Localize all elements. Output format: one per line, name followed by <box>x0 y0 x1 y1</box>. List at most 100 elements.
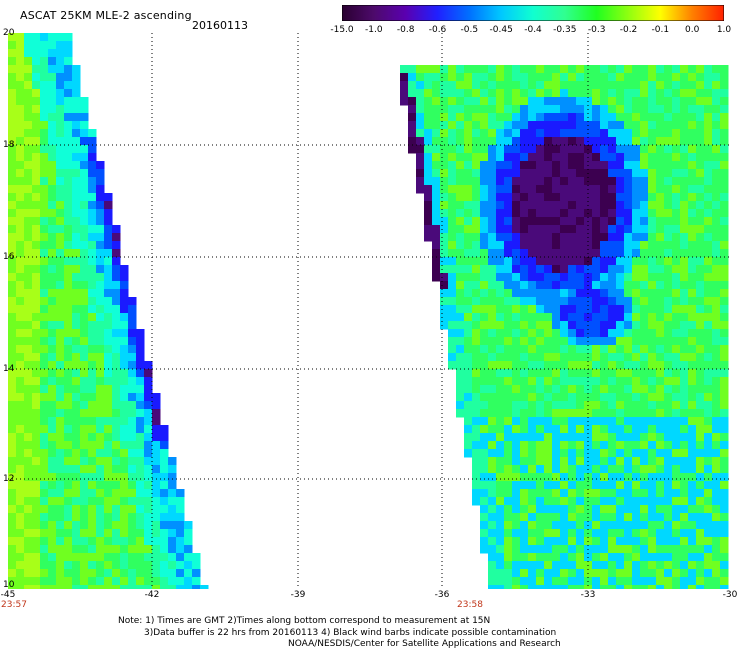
data-cell <box>8 345 17 354</box>
data-cell <box>456 377 465 386</box>
data-cell <box>576 441 585 450</box>
data-cell <box>64 521 73 530</box>
data-cell <box>24 313 33 322</box>
data-cell <box>720 505 729 514</box>
data-cell <box>480 449 489 458</box>
data-cell <box>592 337 601 346</box>
data-cell <box>440 97 449 106</box>
data-cell <box>600 121 609 130</box>
data-cell <box>712 185 721 194</box>
data-cell <box>512 489 521 498</box>
data-cell <box>24 257 33 266</box>
data-cell <box>720 513 729 522</box>
data-cell <box>48 305 57 314</box>
data-cell <box>472 441 481 450</box>
data-cell <box>664 377 673 386</box>
data-cell <box>624 569 633 578</box>
data-cell <box>80 193 89 202</box>
data-cell <box>720 489 729 498</box>
data-cell <box>520 537 529 546</box>
data-cell <box>120 513 129 522</box>
data-cell <box>664 345 673 354</box>
data-cell <box>88 361 97 370</box>
data-cell <box>528 225 537 234</box>
data-cell <box>576 105 585 114</box>
data-cell <box>488 257 497 266</box>
data-cell <box>664 273 673 282</box>
data-cell <box>560 153 569 162</box>
data-cell <box>616 297 625 306</box>
data-cell <box>8 457 17 466</box>
data-cell <box>576 321 585 330</box>
data-cell <box>512 417 521 426</box>
data-cell <box>32 185 41 194</box>
data-cell <box>504 345 513 354</box>
data-cell <box>16 297 25 306</box>
data-cell <box>560 105 569 114</box>
data-cell <box>664 361 673 370</box>
data-cell <box>504 225 513 234</box>
data-cell <box>40 193 49 202</box>
data-cell <box>616 425 625 434</box>
data-cell <box>88 545 97 554</box>
data-cell <box>608 137 617 146</box>
data-cell <box>64 217 73 226</box>
data-cell <box>120 353 129 362</box>
data-cell <box>424 137 433 146</box>
data-cell <box>160 433 169 442</box>
data-cell <box>672 329 681 338</box>
data-cell <box>528 457 537 466</box>
data-cell <box>560 281 569 290</box>
data-cell <box>672 249 681 258</box>
data-cell <box>488 265 497 274</box>
data-cell <box>680 73 689 82</box>
data-cell <box>152 569 161 578</box>
data-cell <box>432 265 441 274</box>
data-cell <box>104 457 113 466</box>
data-cell <box>712 401 721 410</box>
data-cell <box>664 225 673 234</box>
data-cell <box>496 473 505 482</box>
data-cell <box>624 225 633 234</box>
data-cell <box>96 233 105 242</box>
data-cell <box>32 121 41 130</box>
data-cell <box>432 233 441 242</box>
data-cell <box>488 529 497 538</box>
data-cell <box>160 441 169 450</box>
data-cell <box>136 585 145 589</box>
data-cell <box>16 97 25 106</box>
data-cell <box>80 577 89 586</box>
data-cell <box>664 217 673 226</box>
data-cell <box>496 497 505 506</box>
data-cell <box>520 105 529 114</box>
data-cell <box>8 273 17 282</box>
data-cell <box>488 473 497 482</box>
data-cell <box>192 585 201 589</box>
data-cell <box>680 569 689 578</box>
data-cell <box>560 169 569 178</box>
data-cell <box>648 537 657 546</box>
data-cell <box>120 521 129 530</box>
data-cell <box>528 513 537 522</box>
data-cell <box>688 361 697 370</box>
data-cell <box>8 473 17 482</box>
data-cell <box>600 385 609 394</box>
data-cell <box>664 137 673 146</box>
data-cell <box>456 121 465 130</box>
data-cell <box>416 169 425 178</box>
data-cell <box>424 145 433 154</box>
data-cell <box>720 449 729 458</box>
data-cell <box>456 257 465 266</box>
data-cell <box>16 177 25 186</box>
data-cell <box>504 393 513 402</box>
data-cell <box>648 121 657 130</box>
data-cell <box>688 441 697 450</box>
data-cell <box>640 513 649 522</box>
data-cell <box>712 113 721 122</box>
data-cell <box>528 441 537 450</box>
data-cell <box>56 337 65 346</box>
data-cell <box>32 585 41 589</box>
data-cell <box>712 137 721 146</box>
data-cell <box>32 137 41 146</box>
data-cell <box>456 225 465 234</box>
